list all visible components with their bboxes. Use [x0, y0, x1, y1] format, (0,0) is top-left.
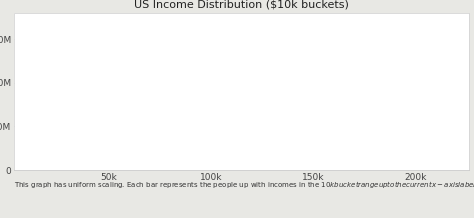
- Bar: [387, 167, 404, 170]
- Bar: [448, 156, 465, 170]
- Bar: [38, 61, 56, 170]
- Bar: [161, 144, 179, 170]
- Bar: [59, 74, 76, 170]
- Bar: [407, 168, 425, 170]
- Bar: [100, 109, 117, 170]
- Bar: [79, 89, 97, 170]
- Bar: [202, 155, 220, 170]
- Bar: [18, 24, 35, 170]
- Bar: [243, 160, 261, 170]
- Bar: [325, 166, 343, 170]
- Bar: [305, 165, 322, 170]
- Bar: [346, 166, 363, 170]
- Bar: [223, 158, 240, 170]
- Bar: [428, 168, 445, 170]
- Bar: [141, 135, 158, 170]
- Bar: [264, 162, 281, 170]
- Bar: [120, 122, 138, 170]
- Bar: [284, 164, 301, 170]
- Bar: [366, 167, 383, 170]
- Bar: [182, 150, 199, 170]
- Text: This graph has uniform scaling. Each bar represents the people up with incomes i: This graph has uniform scaling. Each bar…: [14, 179, 474, 190]
- Title: US Income Distribution ($10k buckets): US Income Distribution ($10k buckets): [134, 0, 349, 10]
